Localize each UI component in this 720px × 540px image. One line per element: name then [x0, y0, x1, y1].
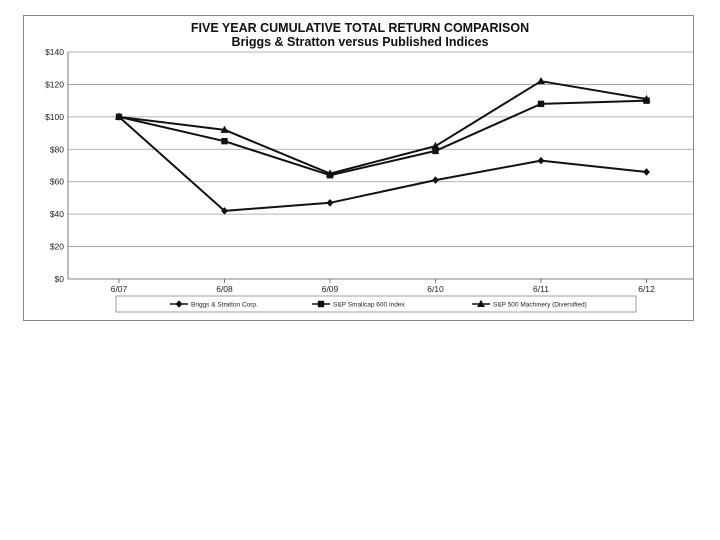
y-tick-label: $0	[55, 274, 65, 284]
data-point-triangle	[431, 141, 440, 150]
legend-label: S&P Smallcap 600 Index	[333, 301, 406, 308]
legend-box	[115, 295, 637, 313]
data-point-diamond	[537, 156, 545, 165]
legend-label: S&P 500 Machinery (Diversified)	[493, 301, 587, 308]
data-point-diamond	[326, 198, 334, 207]
x-tick-label: 6/10	[427, 284, 444, 294]
data-point-square	[432, 147, 439, 155]
data-point-square	[221, 137, 228, 145]
x-tick-label: 6/12	[638, 284, 655, 294]
data-point-triangle	[477, 299, 485, 307]
legend: Briggs & Stratton Corp. S&P Smallcap 600 …	[115, 295, 637, 313]
y-tick-label: $20	[50, 242, 64, 252]
chart-frame: FIVE YEAR CUMULATIVE TOTAL RETURN COMPAR…	[23, 15, 694, 321]
y-tick-label: $120	[45, 79, 64, 89]
data-point-diamond	[643, 168, 650, 176]
data-point-triangle	[220, 125, 229, 133]
x-tick-label: 6/11	[533, 284, 549, 294]
data-point-square	[317, 300, 325, 308]
chart-subtitle: Briggs & Stratton versus Published Indic…	[231, 35, 488, 49]
series-layer	[115, 76, 651, 215]
y-tick-label: $100	[45, 112, 64, 122]
data-point-square	[537, 100, 545, 108]
y-axis-ticks: $0 $20 $40 $60 $80 $100 $120 $140	[45, 47, 64, 284]
x-tick-label: 6/07	[111, 284, 128, 294]
data-point-triangle	[115, 112, 123, 120]
data-point-triangle	[326, 169, 334, 177]
series-line	[118, 80, 647, 175]
y-tick-label: $60	[50, 177, 64, 187]
grid-layer	[67, 51, 693, 280]
series-line	[118, 116, 647, 212]
data-point-triangle	[642, 94, 651, 103]
y-tick-label: $40	[50, 209, 64, 219]
x-tick-label: 6/08	[216, 284, 233, 294]
chart-title: FIVE YEAR CUMULATIVE TOTAL RETURN COMPAR…	[191, 21, 529, 35]
x-axis-ticks: 6/07 6/08 6/09 6/10 6/11 6/12	[111, 279, 655, 294]
y-tick-label: $140	[45, 47, 64, 57]
legend-label: Briggs & Stratton Corp.	[191, 301, 258, 308]
data-point-triangle	[537, 76, 545, 85]
data-point-diamond	[432, 176, 439, 184]
data-point-diamond	[221, 207, 228, 215]
series-line	[118, 99, 647, 177]
line-chart: FIVE YEAR CUMULATIVE TOTAL RETURN COMPAR…	[45, 21, 693, 313]
y-tick-label: $80	[50, 144, 64, 154]
x-tick-label: 6/09	[322, 284, 339, 294]
data-point-diamond	[175, 300, 183, 308]
